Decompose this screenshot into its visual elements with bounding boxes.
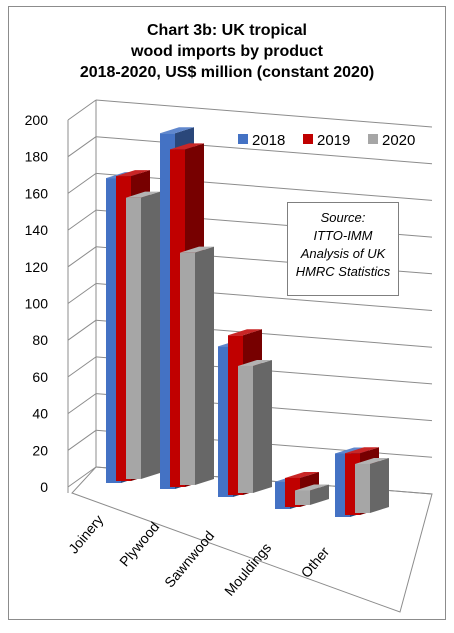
chart-frame xyxy=(8,6,446,620)
y-tick-label: 100 xyxy=(25,296,49,312)
bar-side-other-2020 xyxy=(370,457,389,513)
side-gridline-100 xyxy=(67,283,97,304)
chart-title-line-2: wood imports by product xyxy=(131,43,323,60)
side-gridline-180 xyxy=(67,136,97,158)
y-tick-label: 60 xyxy=(32,369,48,385)
bar-top-sawnwood-2020 xyxy=(238,359,272,366)
gridline-200 xyxy=(95,99,433,128)
side-gridline-120 xyxy=(67,246,97,268)
bar-mouldings-2020 xyxy=(295,490,310,505)
bar-sawnwood-2020 xyxy=(238,365,253,493)
bar-top-other-2020 xyxy=(355,457,389,464)
side-gridline-0 xyxy=(67,466,97,488)
gridline-180 xyxy=(95,136,433,165)
side-gridline-40 xyxy=(67,393,97,415)
chart-title-line-3: 2018-2020, US$ million (constant 2020) xyxy=(79,64,375,81)
y-tick-label: 20 xyxy=(32,442,48,458)
bar-top-plywood-2020 xyxy=(180,246,214,253)
bar-plywood-2020 xyxy=(180,252,195,485)
bar-top-sawnwood-2019 xyxy=(228,329,262,336)
y-tick-label: 120 xyxy=(25,259,49,275)
chart-title-line-1: Chart 3b: UK tropical xyxy=(146,22,307,39)
y-tick-label: 80 xyxy=(32,332,48,348)
bar-top-plywood-2018 xyxy=(160,127,194,134)
source-line-4: HMRC Statistics xyxy=(295,264,391,279)
bar-other-2020 xyxy=(355,463,370,513)
bar-top-joinery-2020 xyxy=(126,191,160,198)
x-tick-label: Plywood xyxy=(116,519,162,570)
bar-side-joinery-2020 xyxy=(141,191,160,480)
y-tick-label: 160 xyxy=(25,185,49,201)
legend-label-2018: 2018 xyxy=(252,132,285,149)
bar-side-mouldings-2020 xyxy=(310,484,329,505)
y-tick-label: 140 xyxy=(25,222,49,238)
chart-title: Chart 3b: UK tropical wood imports by pr… xyxy=(0,20,454,83)
legend-swatch-2018 xyxy=(238,134,248,144)
x-tick-label: Sawnwood xyxy=(161,528,217,591)
y-tick-label: 0 xyxy=(40,479,48,495)
source-line-2: ITTO-IMM xyxy=(313,228,373,243)
bar-top-mouldings-2020 xyxy=(295,484,329,491)
legend-swatch-2019 xyxy=(303,134,313,144)
x-tick-label: Joinery xyxy=(65,512,106,557)
legend-label-2019: 2019 xyxy=(317,132,350,149)
bar-side-plywood-2020 xyxy=(195,246,214,485)
legend-label-2020: 2020 xyxy=(382,132,415,149)
x-tick-label: Other xyxy=(298,543,333,580)
side-gridline-20 xyxy=(67,429,97,451)
y-tick-label: 180 xyxy=(25,149,49,165)
bar-side-sawnwood-2020 xyxy=(253,359,272,493)
side-gridline-140 xyxy=(67,209,97,231)
source-line-1: Source: xyxy=(320,210,366,225)
side-gridline-200 xyxy=(67,99,97,121)
floor-plane xyxy=(71,466,433,613)
side-gridline-80 xyxy=(67,319,97,341)
bar-top-joinery-2019 xyxy=(116,170,150,177)
side-gridline-160 xyxy=(67,172,97,194)
gridline-160 xyxy=(95,172,433,201)
source-note: Source: ITTO-IMM Analysis of UK HMRC Sta… xyxy=(287,202,399,296)
y-tick-label: 200 xyxy=(25,112,49,128)
source-line-3: Analysis of UK xyxy=(300,246,386,261)
legend-swatch-2020 xyxy=(368,134,378,144)
bar-top-plywood-2019 xyxy=(170,143,204,150)
bar-joinery-2020 xyxy=(126,197,141,480)
bar-top-mouldings-2019 xyxy=(285,471,319,478)
side-gridline-60 xyxy=(67,356,97,378)
y-tick-label: 40 xyxy=(32,406,48,422)
x-tick-label: Mouldings xyxy=(221,540,274,599)
bar-top-other-2019 xyxy=(345,447,379,454)
